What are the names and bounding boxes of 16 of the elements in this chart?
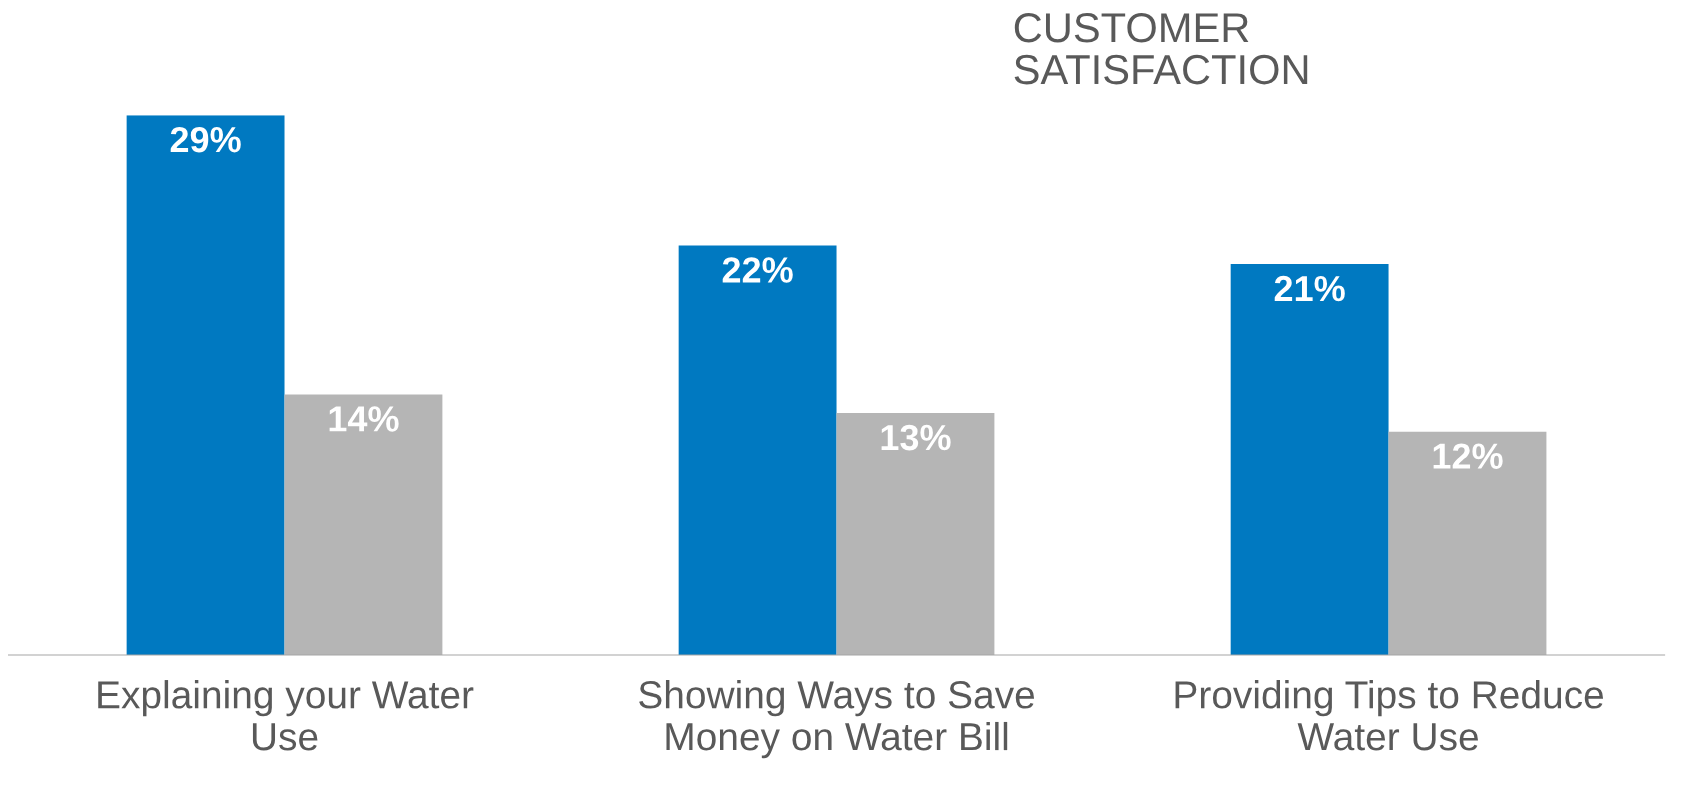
data-label: 22% xyxy=(722,257,793,283)
chart-title: CUSTOMER SATISFACTION xyxy=(1014,13,1308,85)
data-label: 13% xyxy=(881,424,951,451)
bar xyxy=(284,394,443,656)
data-label: 29% xyxy=(170,126,241,153)
bar xyxy=(836,413,995,656)
x-tick-label: Explaining your Water Use xyxy=(98,680,474,751)
bar xyxy=(1388,431,1547,656)
x-tick-label: Providing Tips to Reduce Water Use xyxy=(1175,680,1603,751)
data-label: 12% xyxy=(1433,443,1503,469)
x-tick-label: Showing Ways to Save Money on Water Bill xyxy=(639,680,1035,759)
bar xyxy=(1230,264,1389,656)
bar xyxy=(678,245,837,656)
data-label: 14% xyxy=(329,406,399,432)
bar xyxy=(126,115,285,656)
data-label: 21% xyxy=(1274,275,1345,302)
